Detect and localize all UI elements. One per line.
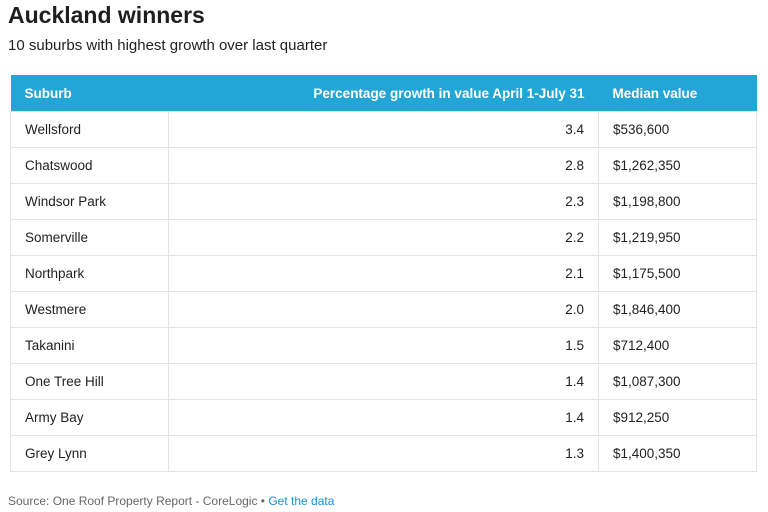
table-row: Westmere 2.0 $1,846,400 xyxy=(10,291,757,328)
cell-suburb: Northpark xyxy=(10,255,169,292)
source-text: Source: One Roof Property Report - CoreL… xyxy=(8,494,258,508)
table-header-row: Suburb Percentage growth in value April … xyxy=(10,75,757,112)
cell-suburb: Army Bay xyxy=(10,399,169,436)
cell-median-value: $1,198,800 xyxy=(598,183,757,220)
source-footer: Source: One Roof Property Report - CoreL… xyxy=(8,494,334,508)
cell-median-value: $712,400 xyxy=(598,327,757,364)
chart-title: Auckland winners xyxy=(8,2,205,28)
cell-growth: 1.4 xyxy=(168,363,599,400)
cell-median-value: $912,250 xyxy=(598,399,757,436)
source-separator: • xyxy=(257,494,269,508)
cell-median-value: $1,219,950 xyxy=(598,219,757,256)
get-the-data-link[interactable]: Get the data xyxy=(268,494,335,508)
table-row: Somerville 2.2 $1,219,950 xyxy=(10,219,757,256)
chart-subtitle: 10 suburbs with highest growth over last… xyxy=(8,37,328,54)
cell-growth: 2.1 xyxy=(168,255,599,292)
column-header-median-value[interactable]: Median value xyxy=(598,75,757,112)
cell-growth: 2.8 xyxy=(168,147,599,184)
table-row: Northpark 2.1 $1,175,500 xyxy=(10,255,757,292)
cell-growth: 2.0 xyxy=(168,291,599,328)
cell-suburb: Windsor Park xyxy=(10,183,169,220)
table-row: Army Bay 1.4 $912,250 xyxy=(10,399,757,436)
table-body: Wellsford 3.4 $536,600 Chatswood 2.8 $1,262,3… xyxy=(10,111,757,472)
cell-growth: 2.2 xyxy=(168,219,599,256)
cell-growth: 3.4 xyxy=(168,111,599,148)
cell-growth: 2.3 xyxy=(168,183,599,220)
cell-suburb: Wellsford xyxy=(10,111,169,148)
cell-growth: 1.5 xyxy=(168,327,599,364)
cell-median-value: $536,600 xyxy=(598,111,757,148)
column-header-growth[interactable]: Percentage growth in value April 1-July … xyxy=(168,75,599,112)
cell-suburb: Chatswood xyxy=(10,147,169,184)
table-row: Chatswood 2.8 $1,262,350 xyxy=(10,147,757,184)
cell-suburb: Takanini xyxy=(10,327,169,364)
cell-suburb: Somerville xyxy=(10,219,169,256)
cell-median-value: $1,400,350 xyxy=(598,435,757,472)
cell-median-value: $1,087,300 xyxy=(598,363,757,400)
cell-suburb: Grey Lynn xyxy=(10,435,169,472)
table-row: Grey Lynn 1.3 $1,400,350 xyxy=(10,435,757,472)
cell-growth: 1.4 xyxy=(168,399,599,436)
data-table-container: Suburb Percentage growth in value April … xyxy=(10,75,757,472)
table-row: Windsor Park 2.3 $1,198,800 xyxy=(10,183,757,220)
cell-median-value: $1,846,400 xyxy=(598,291,757,328)
cell-median-value: $1,175,500 xyxy=(598,255,757,292)
table-row: One Tree Hill 1.4 $1,087,300 xyxy=(10,363,757,400)
column-header-suburb[interactable]: Suburb xyxy=(10,75,169,112)
table-row: Wellsford 3.4 $536,600 xyxy=(10,111,757,148)
cell-growth: 1.3 xyxy=(168,435,599,472)
cell-suburb: One Tree Hill xyxy=(10,363,169,400)
table-row: Takanini 1.5 $712,400 xyxy=(10,327,757,364)
data-table: Suburb Percentage growth in value April … xyxy=(10,75,757,472)
cell-suburb: Westmere xyxy=(10,291,169,328)
cell-median-value: $1,262,350 xyxy=(598,147,757,184)
